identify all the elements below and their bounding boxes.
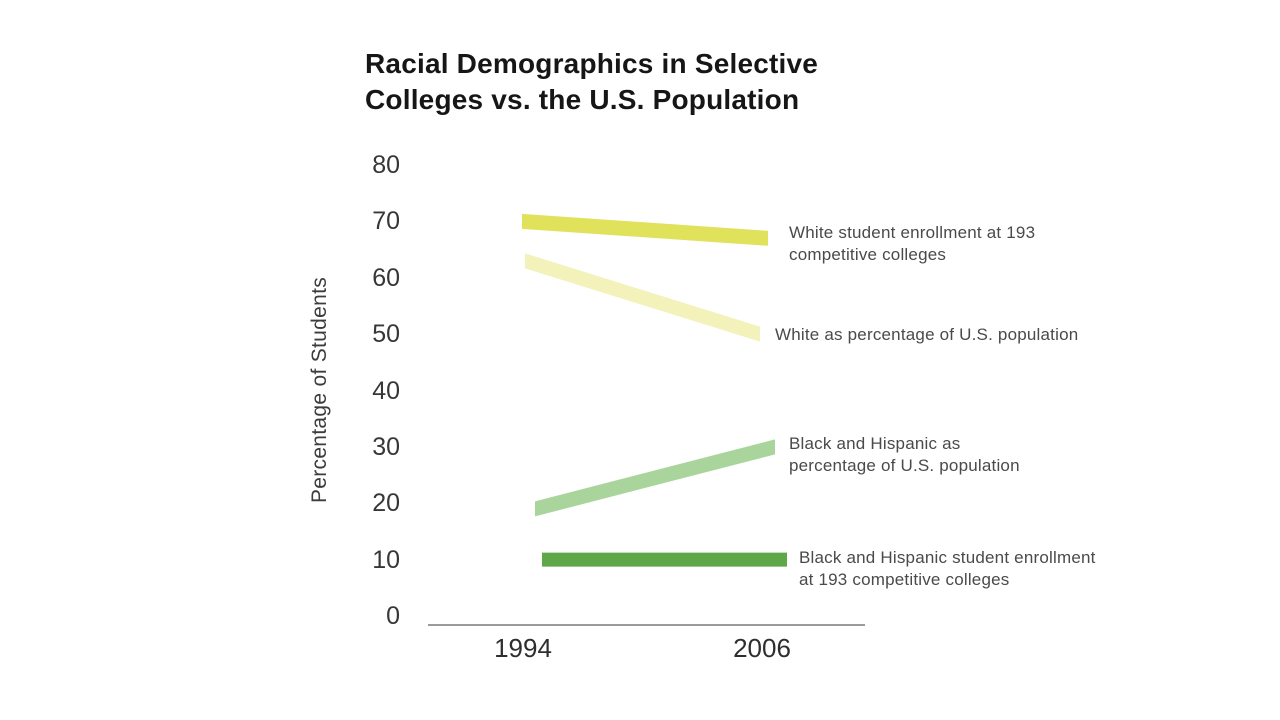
series-label-black-hispanic-us-population: Black and Hispanic as percentage of U.S. … — [789, 433, 1020, 476]
series-label-line: White as percentage of U.S. population — [775, 325, 1079, 344]
series-label-line: Black and Hispanic student enrollment — [799, 548, 1096, 567]
y-tick-label: 50 — [372, 320, 400, 349]
series-band-white-us-population — [525, 253, 760, 342]
y-tick-label: 30 — [372, 432, 400, 461]
chart-title-line-2: Colleges vs. the U.S. Population — [365, 84, 800, 115]
series-band-black-hispanic-enrollment — [542, 552, 787, 567]
series-band-black-hispanic-us-population — [535, 439, 775, 517]
y-tick-label: 60 — [372, 263, 400, 292]
series-label-line: White student enrollment at 193 — [789, 223, 1036, 242]
series-label-line: competitive colleges — [789, 244, 947, 264]
series-band-white-enrollment — [522, 213, 768, 246]
x-tick-label: 2006 — [733, 633, 791, 663]
series-label-line: at 193 competitive colleges — [799, 569, 1010, 589]
y-tick-label: 70 — [372, 207, 400, 236]
y-tick-label: 0 — [386, 602, 400, 630]
series-label-white-us-population: White as percentage of U.S. population — [775, 324, 1078, 346]
series-label-line: Black and Hispanic as — [789, 434, 961, 453]
x-tick-label: 1994 — [494, 633, 552, 663]
chart-title: Racial Demographics in Selective College… — [365, 46, 818, 118]
y-tick-label: 40 — [372, 376, 400, 405]
y-tick-label: 10 — [372, 545, 400, 574]
series-label-black-hispanic-enrollment: Black and Hispanic student enrollment at … — [799, 547, 1096, 590]
chart-title-line-1: Racial Demographics in Selective — [365, 48, 819, 79]
y-tick-label: 20 — [372, 489, 400, 518]
y-tick-label: 80 — [372, 151, 400, 179]
series-label-white-enrollment: White student enrollment at 193 competiti… — [789, 222, 1035, 265]
series-label-line: percentage of U.S. population — [789, 455, 1020, 475]
